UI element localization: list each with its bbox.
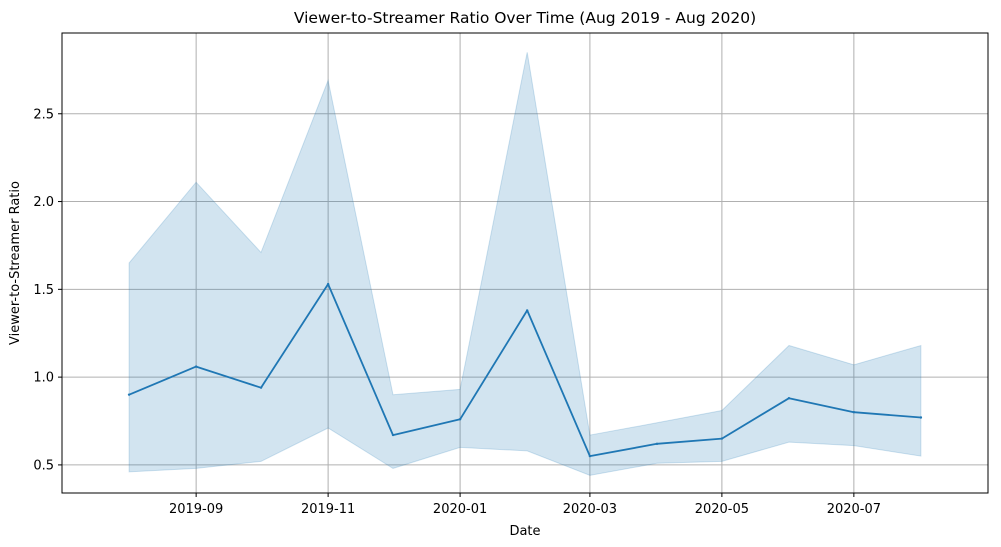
chart-title: Viewer-to-Streamer Ratio Over Time (Aug …: [294, 9, 756, 27]
y-axis: 0.5 1.0 1.5 2.0 2.5: [33, 107, 62, 473]
y-tick-label: 0.5: [33, 458, 54, 473]
plot-frame: [61, 32, 989, 494]
x-axis: 2019-09 2019-11 2020-01 2020-03 2020-05 2020-…: [169, 493, 881, 517]
x-tick-label: 2019-11: [301, 502, 355, 517]
series-line-layer: [127, 282, 923, 458]
x-axis-label: Date: [509, 524, 540, 539]
grid: [62, 33, 988, 493]
data-point: [787, 396, 791, 400]
data-point: [194, 365, 198, 368]
data-point: [852, 411, 856, 414]
data-point: [655, 442, 659, 446]
data-point: [391, 433, 395, 437]
data-point: [326, 282, 330, 286]
y-tick-label: 2.5: [33, 107, 54, 122]
data-point: [127, 393, 131, 396]
x-tick-label: 2020-03: [563, 502, 617, 517]
x-tick-label: 2019-09: [169, 502, 223, 517]
x-tick-label: 2020-05: [695, 502, 749, 517]
confidence-band-layer: [128, 52, 922, 476]
data-point: [259, 386, 263, 389]
y-axis-label: Viewer-to-Streamer Ratio: [8, 181, 23, 345]
data-point: [588, 454, 592, 458]
data-point: [525, 309, 529, 312]
confidence-band: [128, 52, 922, 476]
y-tick-label: 1.0: [33, 371, 54, 386]
data-point: [919, 416, 923, 419]
data-point: [720, 437, 724, 440]
x-tick-label: 2020-07: [827, 502, 881, 517]
data-point: [458, 418, 462, 421]
x-tick-label: 2020-01: [433, 502, 487, 517]
y-tick-label: 1.5: [33, 283, 54, 298]
y-tick-label: 2.0: [33, 195, 54, 210]
